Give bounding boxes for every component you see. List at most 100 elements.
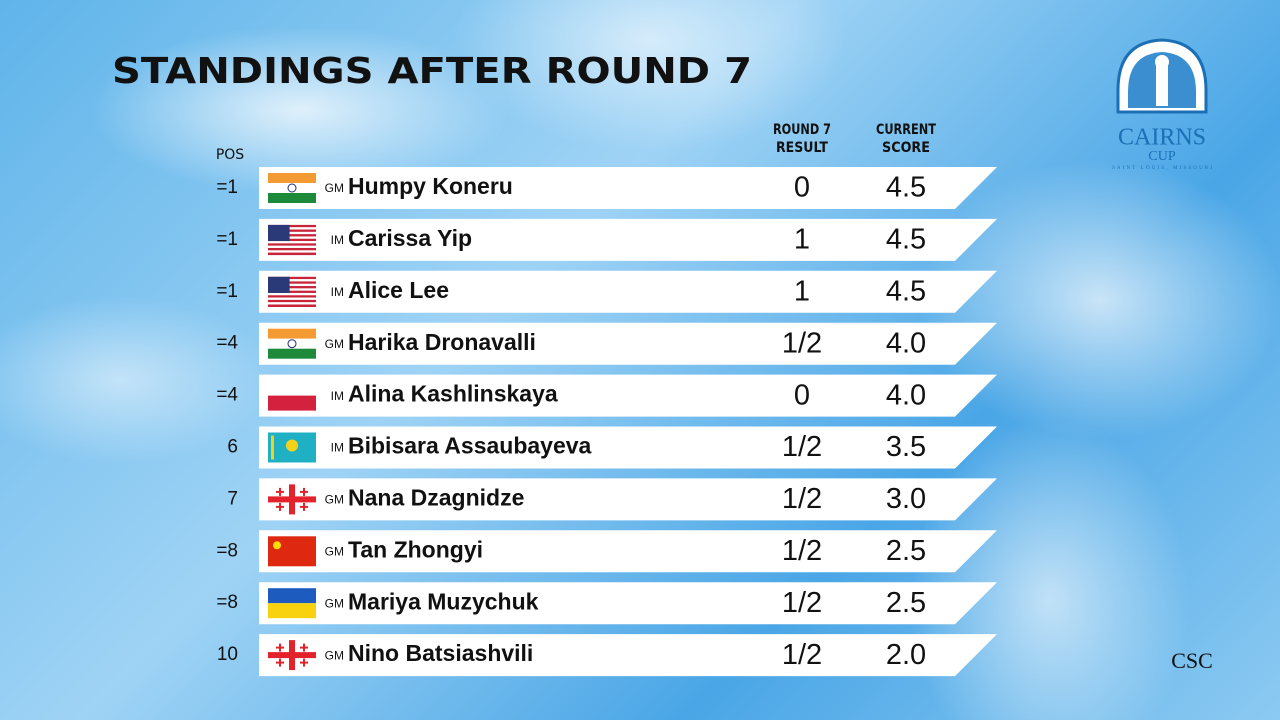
flag-part <box>286 439 298 452</box>
row-background <box>259 478 997 521</box>
position: 6 <box>227 437 238 458</box>
current-score: 2.5 <box>886 587 926 619</box>
flag-part <box>268 173 316 183</box>
flag-part <box>268 252 316 256</box>
flag-part <box>268 231 316 235</box>
flag-part <box>268 276 316 280</box>
flag-part <box>268 224 290 242</box>
player-title: IM <box>331 389 344 403</box>
flag-part <box>287 339 297 349</box>
player-name: Mariya Muzychuk <box>348 588 539 614</box>
row-background <box>259 374 997 417</box>
current-score: 4.5 <box>886 172 926 204</box>
logo-text: CAIRNS <box>1118 125 1206 151</box>
round-result: 0 <box>794 379 810 411</box>
flag-part <box>268 245 316 249</box>
row-background <box>259 270 997 313</box>
round-result: 1 <box>794 224 810 256</box>
flag-part <box>268 193 316 203</box>
flag-part <box>268 348 316 359</box>
flag-part <box>273 541 281 550</box>
club-logo: CSC <box>1171 648 1213 673</box>
flag-part <box>268 395 316 411</box>
flag-part <box>300 661 308 664</box>
flag-part <box>268 304 316 307</box>
flag-part <box>268 288 316 291</box>
position: 10 <box>217 644 238 665</box>
round-result: 1/2 <box>782 587 822 619</box>
flag-part <box>268 250 316 253</box>
current-score: 4.5 <box>886 224 926 256</box>
flag <box>268 432 316 463</box>
player-name: Alina Kashlinskaya <box>348 381 558 407</box>
round-result: 0 <box>794 172 810 204</box>
round-result: 1 <box>794 275 810 307</box>
round-result: 1/2 <box>782 639 822 671</box>
flag-part <box>300 646 308 649</box>
flag-part <box>268 603 316 619</box>
standing-row: 6 IM Bibisara Assaubayeva 1/2 3.5 <box>227 426 997 469</box>
player-name: Bibisara Assaubayeva <box>348 433 592 459</box>
flag-part <box>268 338 316 349</box>
flag-part <box>268 227 316 230</box>
flag-part <box>287 183 297 193</box>
result-header: ROUND 7 <box>773 122 831 138</box>
flag <box>268 380 316 411</box>
player-name: Nana Dzagnidze <box>348 484 524 510</box>
title: STANDINGS AFTER ROUND 7 <box>112 51 752 92</box>
position: =4 <box>216 385 238 406</box>
standing-row: =1 GM Humpy Koneru 0 4.5 <box>216 167 997 209</box>
flag-part <box>268 281 316 284</box>
logo-piece <box>1156 66 1168 106</box>
player-title: IM <box>331 285 344 299</box>
row-background <box>259 218 997 261</box>
event-logo: CAIRNS CUP SAINT LOUIS, MISSOURI <box>1112 38 1212 171</box>
flag-part <box>276 490 284 493</box>
flag-part <box>268 297 316 301</box>
current-score: 4.0 <box>886 327 926 359</box>
current-score: 3.5 <box>886 431 926 463</box>
position: =4 <box>216 333 238 354</box>
flag-part <box>268 496 316 503</box>
flag <box>268 640 316 671</box>
player-title: GM <box>325 181 344 195</box>
flag-part <box>268 299 316 303</box>
flag-part <box>268 183 316 193</box>
current-score: 2.0 <box>886 639 926 671</box>
flag-part <box>268 276 290 293</box>
flag <box>268 224 316 256</box>
position: =1 <box>216 229 238 250</box>
logo-text: SAINT LOUIS, MISSOURI <box>1112 166 1212 171</box>
player-name: Tan Zhongyi <box>348 536 483 562</box>
standing-row: =4 GM Harika Dronavalli 1/2 4.0 <box>216 322 997 365</box>
flag <box>268 276 316 307</box>
flag <box>268 328 316 359</box>
player-title: GM <box>325 544 344 558</box>
row-background <box>259 167 997 209</box>
flag-part <box>268 328 316 339</box>
standing-row: 10 GM Nino Batsiashvili 1/2 2.0 <box>217 634 997 677</box>
flag-part <box>268 292 316 296</box>
current-score: 2.5 <box>886 535 926 567</box>
row-background <box>259 582 997 625</box>
row-background <box>259 530 997 573</box>
player-title: IM <box>331 441 344 455</box>
flag-part <box>268 247 316 251</box>
flag-part <box>276 505 284 508</box>
player-title: IM <box>331 233 344 247</box>
logo-text: CUP <box>1148 149 1175 164</box>
flag-part <box>268 241 316 244</box>
round-result: 1/2 <box>782 483 822 515</box>
score-header: CURRENT <box>876 122 936 138</box>
flag-part <box>300 490 308 493</box>
current-score: 4.0 <box>886 379 926 411</box>
flag-part <box>276 661 284 664</box>
score-header: SCORE <box>882 140 930 156</box>
player-title: GM <box>325 596 344 610</box>
standing-row: =4 IM Alina Kashlinskaya 0 4.0 <box>216 374 997 417</box>
flag <box>268 484 316 515</box>
position: =8 <box>216 592 238 613</box>
flag-part <box>268 302 316 305</box>
flag-part <box>268 290 316 294</box>
pos-header: POS <box>216 147 244 163</box>
